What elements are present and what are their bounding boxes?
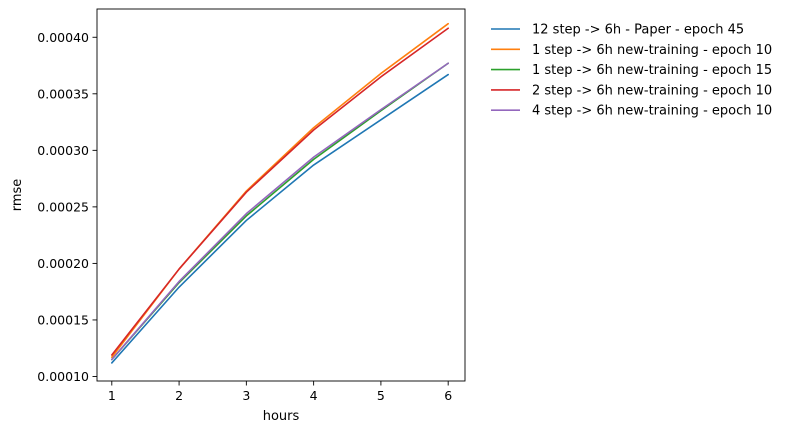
x-tick-label: 5 xyxy=(377,388,385,403)
series-layer xyxy=(111,22,449,364)
legend-label-1: 12 step -> 6h - Paper - epoch 45 xyxy=(532,23,744,38)
y-tick-label: 0.00035 xyxy=(37,86,89,101)
y-axis-title: rmse xyxy=(10,179,25,212)
legend-label-5: 4 step -> 6h new-training - epoch 10 xyxy=(532,104,772,119)
x-axis: 1 2 3 4 5 6 xyxy=(108,381,452,403)
x-tick-label: 4 xyxy=(310,388,318,403)
y-tick-label: 0.00030 xyxy=(37,143,89,158)
x-tick-label: 6 xyxy=(444,388,452,403)
x-axis-title: hours xyxy=(263,409,300,424)
x-tick-label: 1 xyxy=(108,388,116,403)
series-line-5 xyxy=(111,62,449,361)
x-tick-label: 3 xyxy=(242,388,250,403)
y-tick-label: 0.00010 xyxy=(37,369,89,384)
y-axis: 0.00010 0.00015 0.00020 0.00025 0.00030 0.000… xyxy=(37,30,97,384)
legend-label-2: 1 step -> 6h new-training - epoch 10 xyxy=(532,43,772,58)
series-line-4 xyxy=(111,27,449,356)
legend-label-4: 2 step -> 6h new-training - epoch 10 xyxy=(532,83,772,98)
series-line-1 xyxy=(111,73,449,364)
legend-label-3: 1 step -> 6h new-training - epoch 15 xyxy=(532,63,772,78)
plot-area-frame xyxy=(96,8,466,382)
x-tick-label: 2 xyxy=(175,388,183,403)
y-tick-label: 0.00025 xyxy=(37,199,89,214)
y-tick-label: 0.00015 xyxy=(37,312,89,327)
y-tick-label: 0.00040 xyxy=(37,30,89,45)
y-tick-label: 0.00020 xyxy=(37,256,89,271)
legend: 12 step -> 6h - Paper - epoch 45 1 step -… xyxy=(491,23,772,119)
